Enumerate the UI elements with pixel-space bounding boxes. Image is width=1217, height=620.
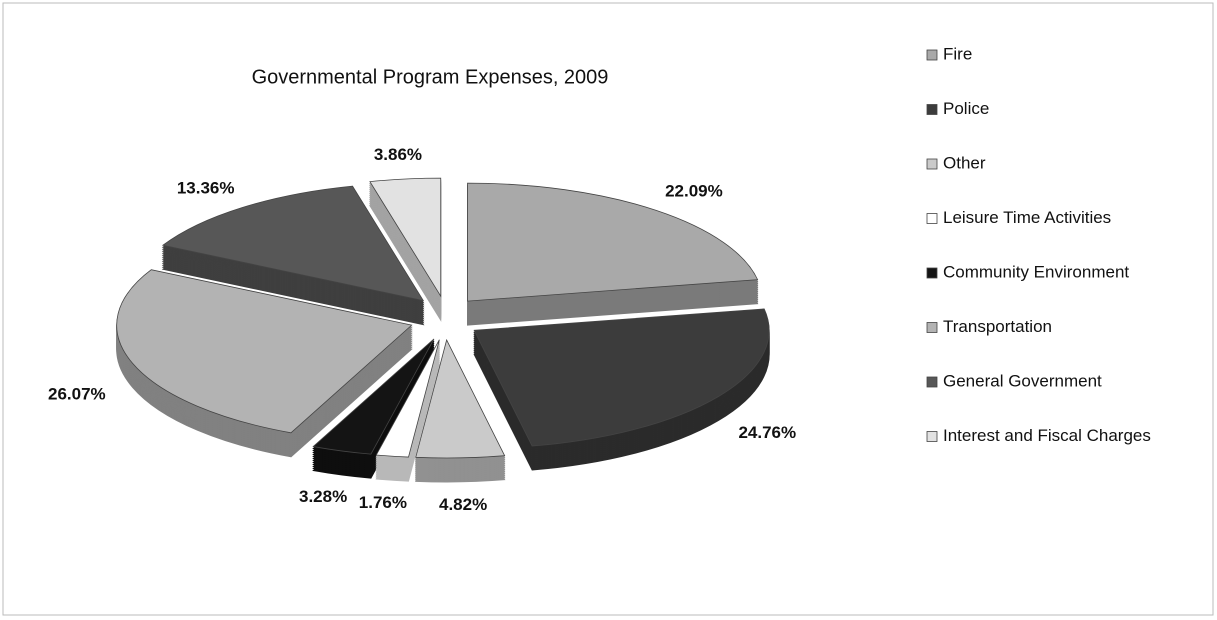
- data-label: 26.07%: [48, 385, 106, 404]
- pie-slice: [467, 182, 759, 326]
- slice-top: [473, 308, 770, 447]
- data-label: 3.86%: [374, 145, 422, 164]
- slice-top: [116, 269, 413, 434]
- data-label: 13.36%: [177, 178, 235, 197]
- legend-label: Other: [943, 153, 986, 172]
- pie-slice: [116, 269, 413, 458]
- data-label: 1.76%: [359, 493, 407, 512]
- data-label: 24.76%: [738, 423, 796, 442]
- data-label: 3.28%: [299, 487, 347, 506]
- legend-label: Community Environment: [943, 262, 1129, 281]
- pie-slice: [473, 308, 770, 471]
- slice-top: [312, 338, 435, 455]
- slice-top: [375, 339, 440, 458]
- legend-swatch: [926, 49, 938, 61]
- data-label: 4.82%: [439, 495, 487, 514]
- chart-title: Governmental Program Expenses, 2009: [252, 66, 609, 88]
- slice-top: [415, 338, 506, 459]
- pie-slice: [312, 338, 435, 479]
- slice-top: [369, 177, 442, 298]
- legend-label: General Government: [943, 371, 1102, 390]
- pie-slice: [415, 338, 506, 483]
- pie-slice: [369, 177, 442, 322]
- legend-swatch: [926, 376, 938, 388]
- legend-swatch: [926, 104, 938, 115]
- slice-top: [467, 182, 759, 302]
- legend-swatch: [926, 267, 938, 279]
- legend-label: Interest and Fiscal Charges: [943, 426, 1151, 445]
- pie-slice: [375, 339, 440, 482]
- legend-label: Fire: [943, 44, 972, 63]
- legend-label: Leisure Time Activities: [943, 208, 1111, 227]
- slice-top: [161, 185, 425, 302]
- legend-swatch: [926, 431, 938, 442]
- data-label: 22.09%: [665, 182, 723, 201]
- legend-swatch: [926, 213, 938, 224]
- pie-slice: [161, 185, 425, 326]
- legend-swatch: [926, 322, 938, 333]
- legend-label: Transportation: [943, 317, 1052, 336]
- legend-swatch: [926, 158, 938, 170]
- legend-label: Police: [943, 99, 989, 118]
